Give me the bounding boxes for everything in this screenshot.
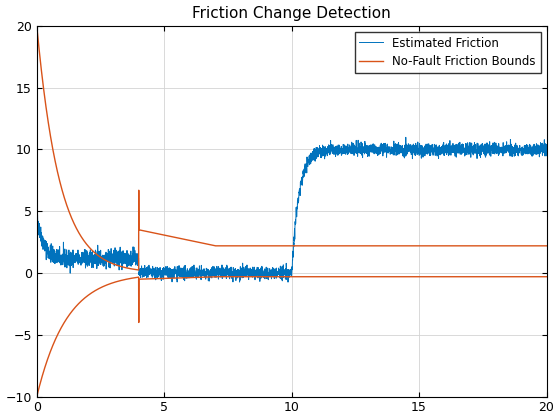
- Estimated Friction: [502, 147, 509, 152]
- No-Fault Friction Bounds: [502, 243, 509, 248]
- Estimated Friction: [284, 280, 291, 285]
- No-Fault Friction Bounds: [248, 243, 254, 248]
- Estimated Friction: [543, 146, 550, 151]
- Estimated Friction: [276, 268, 282, 273]
- No-Fault Friction Bounds: [404, 243, 410, 248]
- Line: No-Fault Friction Bounds: No-Fault Friction Bounds: [37, 26, 547, 270]
- Estimated Friction: [251, 277, 258, 282]
- No-Fault Friction Bounds: [543, 243, 550, 248]
- No-Fault Friction Bounds: [252, 243, 259, 248]
- Estimated Friction: [404, 150, 410, 155]
- Estimated Friction: [528, 152, 534, 157]
- Estimated Friction: [34, 213, 40, 218]
- Legend: Estimated Friction, No-Fault Friction Bounds: Estimated Friction, No-Fault Friction Bo…: [354, 32, 540, 73]
- Line: Estimated Friction: Estimated Friction: [37, 137, 547, 282]
- Estimated Friction: [403, 135, 409, 140]
- No-Fault Friction Bounds: [136, 268, 142, 273]
- No-Fault Friction Bounds: [528, 243, 534, 248]
- No-Fault Friction Bounds: [34, 24, 40, 29]
- Estimated Friction: [248, 269, 254, 274]
- Title: Friction Change Detection: Friction Change Detection: [192, 5, 391, 21]
- No-Fault Friction Bounds: [276, 243, 282, 248]
